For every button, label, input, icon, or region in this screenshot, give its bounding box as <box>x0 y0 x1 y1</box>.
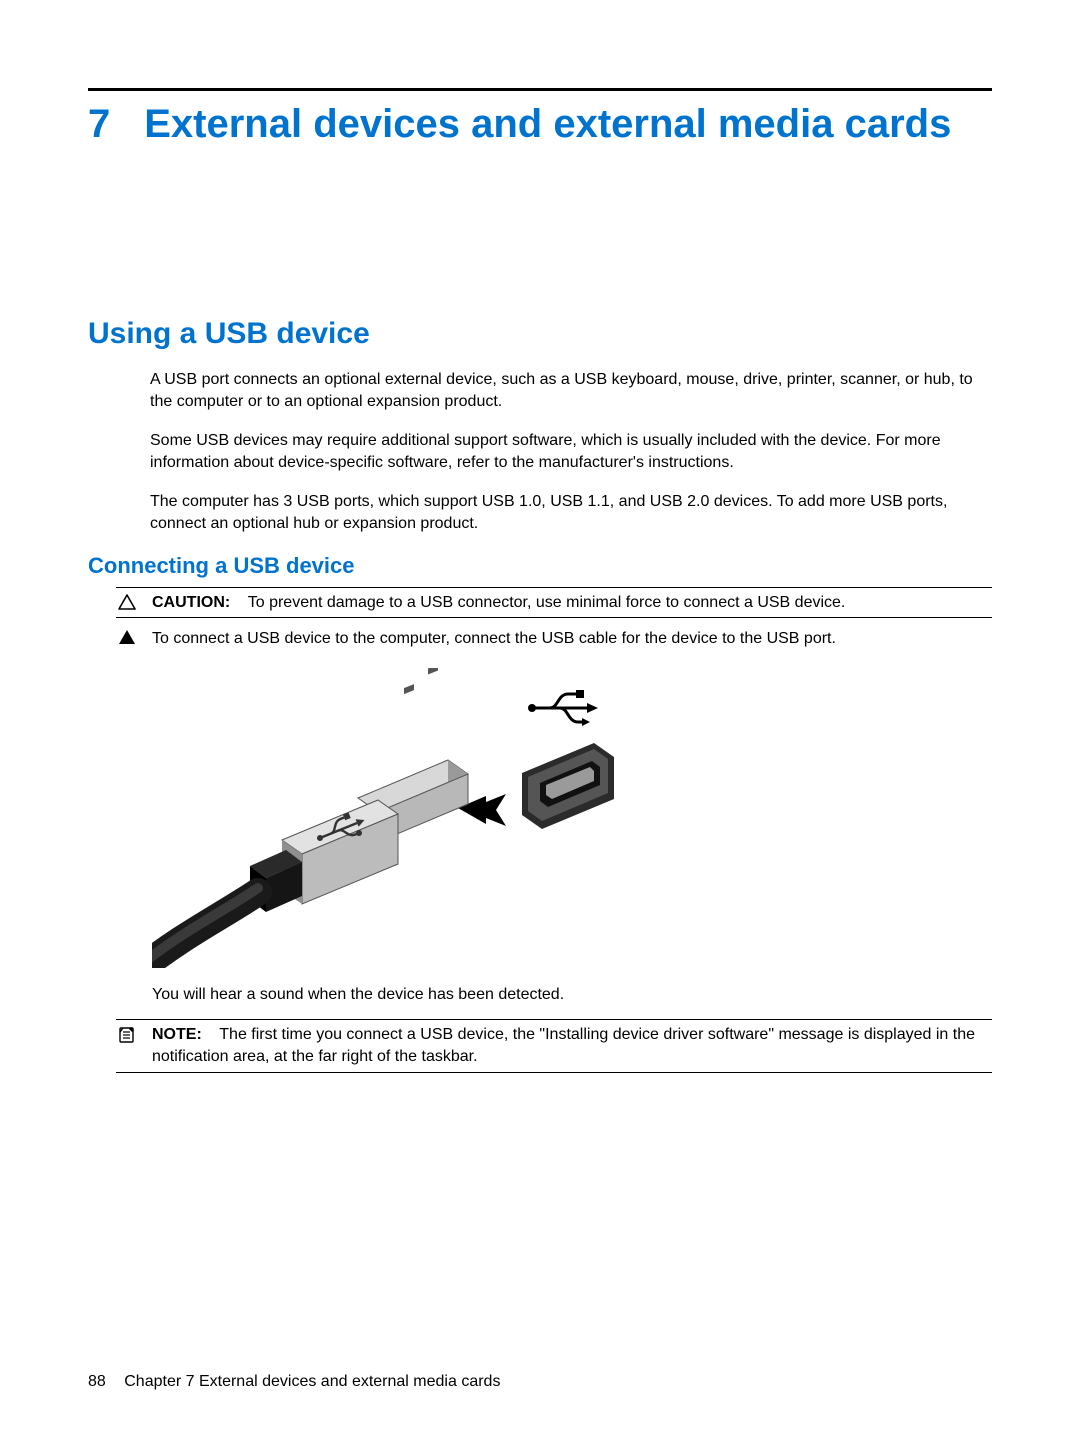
footer-chapter-ref: Chapter 7 External devices and external … <box>124 1373 500 1390</box>
usb-illustration <box>152 668 632 968</box>
chapter-header: 7 External devices and external media ca… <box>88 101 992 147</box>
chapter-rule <box>88 88 992 91</box>
body-paragraph: A USB port connects an optional external… <box>150 369 992 412</box>
page-footer: 88 Chapter 7 External devices and extern… <box>88 1373 500 1391</box>
step-text: To connect a USB device to the computer,… <box>152 628 992 650</box>
caution-text: To prevent damage to a USB connector, us… <box>248 594 846 611</box>
step-row: To connect a USB device to the computer,… <box>116 618 992 654</box>
note-label: NOTE: <box>152 1026 202 1043</box>
document-page: 7 External devices and external media ca… <box>0 0 1080 1437</box>
section-heading: Using a USB device <box>88 317 992 351</box>
caution-icon <box>116 592 138 614</box>
note-icon <box>116 1024 138 1067</box>
chapter-number: 7 <box>88 101 110 147</box>
body-paragraph: Some USB devices may require additional … <box>150 430 992 473</box>
note-text-row: NOTE: The first time you connect a USB d… <box>152 1024 992 1067</box>
after-figure-text: You will hear a sound when the device ha… <box>152 984 992 1006</box>
caution-callout: CAUTION: To prevent damage to a USB conn… <box>116 587 992 619</box>
caution-label: CAUTION: <box>152 594 230 611</box>
usb-figure <box>152 668 632 968</box>
caution-text-row: CAUTION: To prevent damage to a USB conn… <box>152 592 992 614</box>
step-marker-icon <box>116 628 138 650</box>
subsection-heading: Connecting a USB device <box>88 553 992 579</box>
note-text: The first time you connect a USB device,… <box>152 1026 975 1065</box>
page-number: 88 <box>88 1373 106 1390</box>
body-paragraph: The computer has 3 USB ports, which supp… <box>150 491 992 534</box>
chapter-title: External devices and external media card… <box>144 101 951 147</box>
note-callout: NOTE: The first time you connect a USB d… <box>116 1019 992 1072</box>
